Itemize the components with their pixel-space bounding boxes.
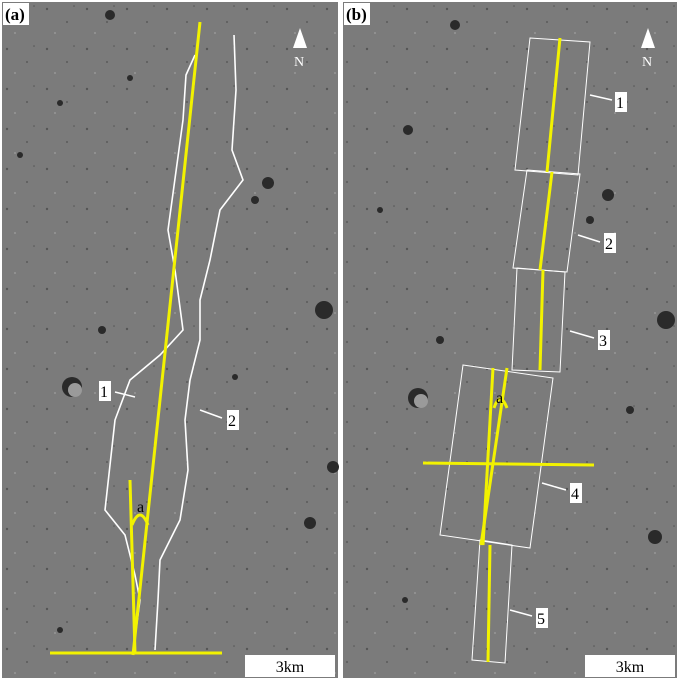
scale-label: 3km <box>276 659 305 676</box>
angle-label: a <box>496 390 503 407</box>
angle-label: a <box>137 499 144 516</box>
baseline <box>423 463 594 465</box>
marker: 1 <box>616 95 624 112</box>
north-label: N <box>642 55 652 70</box>
scale-label: 3km <box>616 659 645 676</box>
segment-line <box>488 545 490 662</box>
panel-b: a 1 2 3 4 5 (b) N 3km <box>343 2 677 678</box>
marker: 2 <box>228 413 236 430</box>
lunar-image <box>2 2 338 678</box>
marker: 5 <box>537 611 545 628</box>
panel-label: (a) <box>5 5 25 24</box>
marker: 2 <box>605 236 613 253</box>
figure: a 1 2 (a) N 3km <box>0 0 679 680</box>
marker: 4 <box>571 486 579 503</box>
panel-a: a 1 2 (a) N 3km <box>2 2 339 678</box>
marker: 1 <box>100 384 108 401</box>
panel-label: (b) <box>346 5 367 24</box>
north-label: N <box>294 55 304 70</box>
marker: 3 <box>599 333 607 350</box>
page: a 1 2 (a) N 3km <box>0 0 679 680</box>
